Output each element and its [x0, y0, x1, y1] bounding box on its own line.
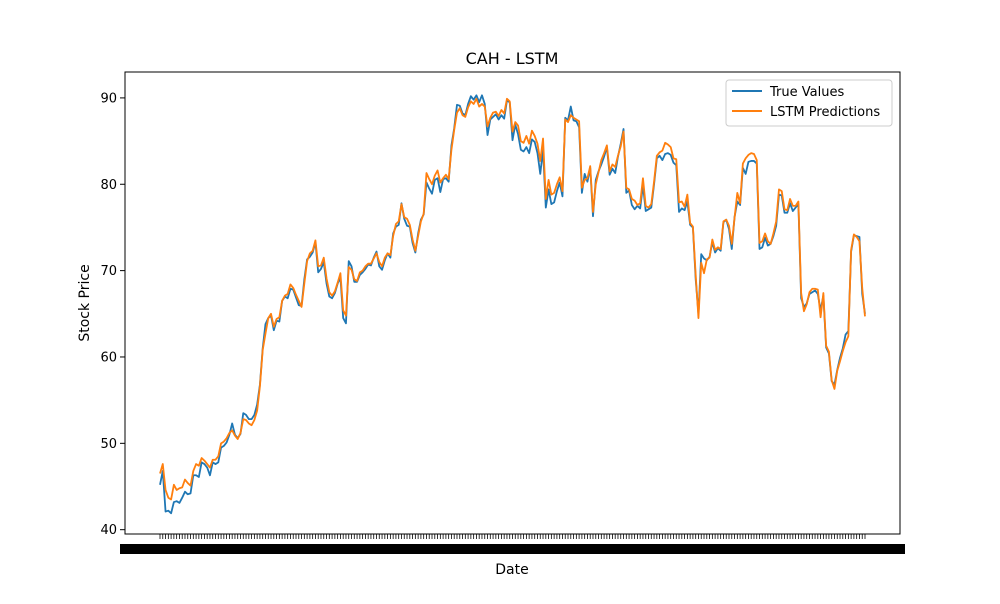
legend-box	[725, 79, 893, 127]
y-tick-label: 40	[100, 523, 117, 538]
legend: True Values LSTM Predictions	[725, 79, 893, 127]
legend-label-true: True Values	[769, 85, 844, 100]
y-tick-label: 90	[100, 91, 117, 106]
y-tick-label: 50	[100, 437, 117, 452]
legend-label-pred: LSTM Predictions	[770, 105, 880, 120]
y-tick-label: 80	[100, 178, 117, 193]
y-axis-ticks: 40 50 60 70 80 90	[100, 91, 125, 538]
plot-frame	[124, 71, 901, 535]
x-axis-label: Date	[495, 562, 528, 578]
series-lines	[159, 94, 866, 515]
y-tick-label: 70	[100, 264, 117, 279]
y-tick-label: 60	[100, 350, 117, 365]
chart-title: CAH - LSTM	[466, 49, 559, 68]
x-tick-labels-overlapping	[120, 544, 905, 554]
y-axis-label: Stock Price	[77, 264, 93, 341]
x-axis-ticks	[120, 534, 905, 554]
series-line-true-values	[159, 94, 866, 515]
series-line-lstm-predictions	[159, 97, 866, 501]
